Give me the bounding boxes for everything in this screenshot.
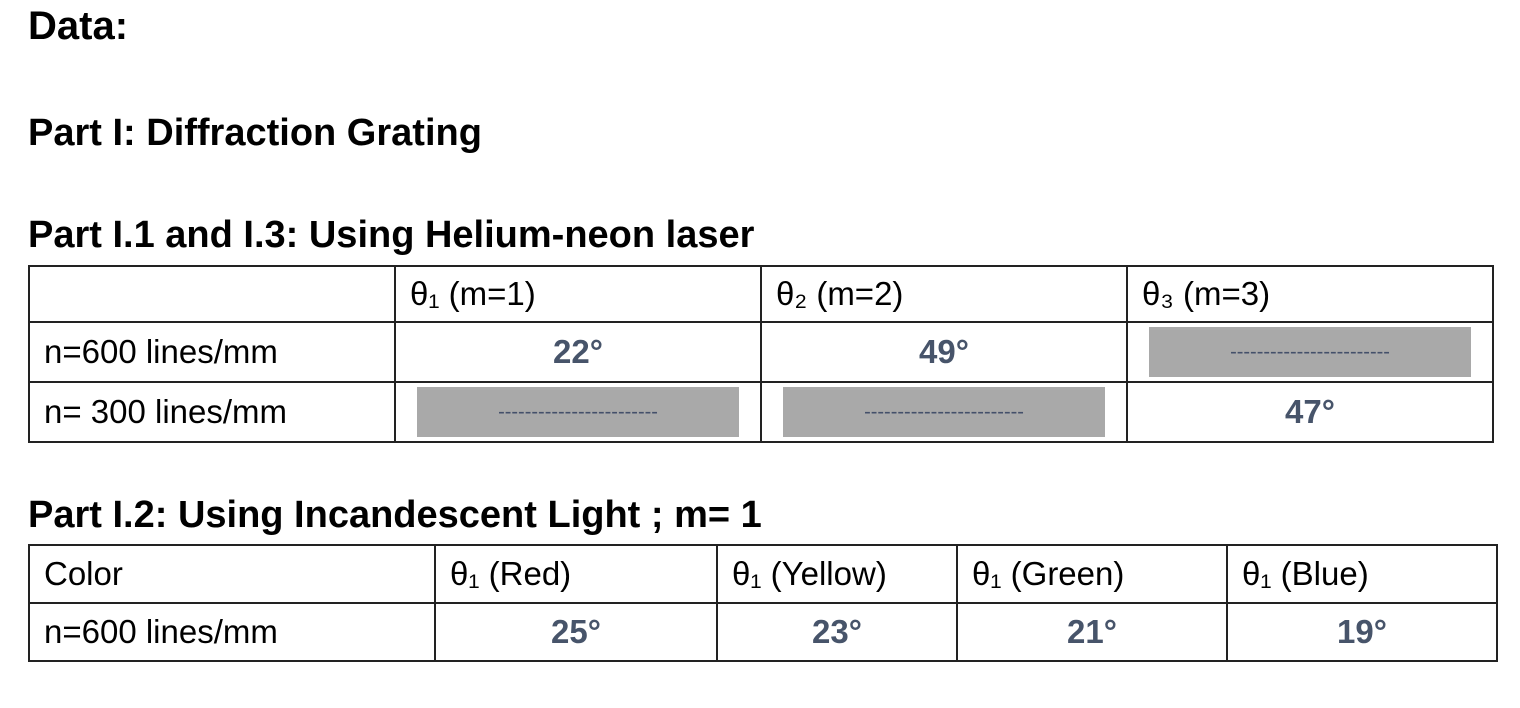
value-cell: 22°: [394, 321, 762, 383]
part1-2-heading: Part I.2: Using Incandescent Light ; m= …: [28, 494, 762, 536]
data-heading: Data:: [28, 4, 129, 48]
blank-dashes: ------------------------: [783, 387, 1105, 437]
table-row: n=600 lines/mm 25° 23° 21° 19°: [28, 602, 1498, 662]
header-cell-theta2: θ₂ (m=2): [760, 265, 1128, 323]
blank-cell: ------------------------: [394, 381, 762, 443]
value-cell: 23°: [716, 602, 958, 662]
row-label-300: n= 300 lines/mm: [28, 381, 396, 443]
row-label-600: n=600 lines/mm: [28, 321, 396, 383]
header-cell-empty: [28, 265, 396, 323]
value-cell: 21°: [956, 602, 1228, 662]
header-cell-yellow: θ₁ (Yellow): [716, 544, 958, 604]
table-header-row: θ₁ (m=1) θ₂ (m=2) θ₃ (m=3): [28, 265, 1494, 323]
header-cell-blue: θ₁ (Blue): [1226, 544, 1498, 604]
blank-dashes: ------------------------: [417, 387, 739, 437]
table-row: n=600 lines/mm 22° 49° -----------------…: [28, 321, 1494, 383]
value-cell: 25°: [434, 602, 718, 662]
table-header-row: Color θ₁ (Red) θ₁ (Yellow) θ₁ (Green) θ₁…: [28, 544, 1498, 604]
part1-1-3-heading: Part I.1 and I.3: Using Helium-neon lase…: [28, 214, 755, 256]
value-cell: 47°: [1126, 381, 1494, 443]
header-cell-green: θ₁ (Green): [956, 544, 1228, 604]
row-label-600: n=600 lines/mm: [28, 602, 436, 662]
helium-neon-table: θ₁ (m=1) θ₂ (m=2) θ₃ (m=3) n=600 lines/m…: [28, 265, 1494, 443]
header-cell-theta3: θ₃ (m=3): [1126, 265, 1494, 323]
incandescent-table: Color θ₁ (Red) θ₁ (Yellow) θ₁ (Green) θ₁…: [28, 544, 1498, 662]
blank-cell: ------------------------: [760, 381, 1128, 443]
blank-cell: ------------------------: [1126, 321, 1494, 383]
table-row: n= 300 lines/mm ------------------------…: [28, 381, 1494, 443]
value-cell: 19°: [1226, 602, 1498, 662]
part1-heading: Part I: Diffraction Grating: [28, 112, 482, 154]
value-cell: 49°: [760, 321, 1128, 383]
blank-dashes: ------------------------: [1149, 327, 1471, 377]
header-cell-color: Color: [28, 544, 436, 604]
header-cell-theta1: θ₁ (m=1): [394, 265, 762, 323]
header-cell-red: θ₁ (Red): [434, 544, 718, 604]
